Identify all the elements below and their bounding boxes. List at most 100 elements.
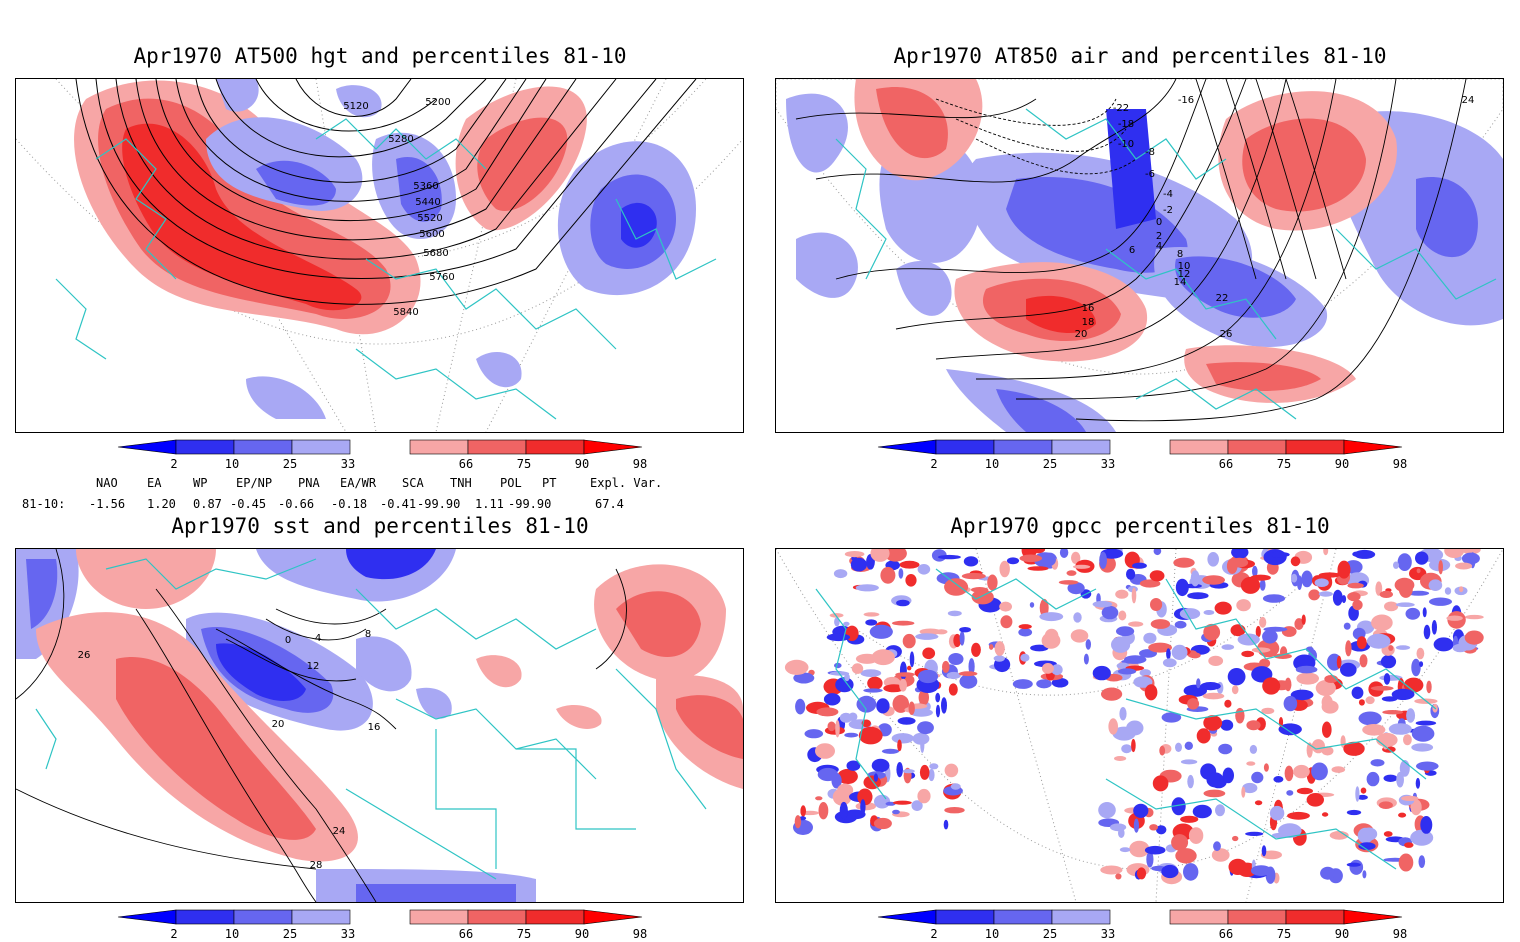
precip-anomaly-cell	[1200, 682, 1221, 691]
colorbar-tick-label: 90	[1335, 457, 1349, 471]
precip-anomaly-cell	[1101, 687, 1123, 701]
precip-anomaly-cell	[1311, 739, 1325, 754]
precip-anomaly-cell	[1296, 787, 1313, 795]
contour-label: 26	[1220, 329, 1233, 340]
precip-anomaly-cell	[1101, 605, 1119, 620]
precip-anomaly-cell	[1250, 574, 1271, 581]
colorbar-swatch	[1169, 439, 1229, 455]
precip-anomaly-cell	[1278, 723, 1302, 736]
precip-anomaly-cell	[1187, 774, 1194, 789]
precip-anomaly-cell	[1346, 862, 1361, 867]
precip-anomaly-cell	[871, 758, 890, 773]
sst-contours	[16, 549, 627, 902]
precip-anomaly-cell	[1336, 655, 1342, 669]
precip-anomaly-cell	[1131, 587, 1137, 604]
precip-anomaly-cell	[919, 628, 942, 635]
precip-anomaly-cell	[1337, 560, 1351, 579]
contour-label: 2	[1156, 231, 1162, 242]
precip-anomaly-cell	[1347, 582, 1364, 589]
precip-anomaly-cell	[1231, 549, 1249, 559]
map-air850-canvas: -22 -16 -18 -10 -8 -6 -4 -2 0 2 4 6 8 10…	[776, 79, 1503, 432]
precip-anomaly-cell	[1420, 816, 1433, 834]
precip-anomaly-cell	[1044, 628, 1059, 643]
panel-title-air850: Apr1970 AT850 air and percentiles 81-10	[893, 44, 1387, 68]
precip-anomaly-cell	[1121, 744, 1132, 754]
precip-anomaly-cell	[946, 671, 961, 680]
precip-anomaly-cell	[1360, 787, 1367, 794]
precip-anomaly-cell	[1459, 586, 1464, 593]
precip-anomaly-cell	[1020, 653, 1030, 662]
precip-anomaly-cell	[1378, 801, 1393, 809]
precip-anomaly-cell	[1308, 589, 1320, 601]
precip-anomaly-cell	[1175, 578, 1189, 597]
precip-anomaly-cell	[863, 775, 881, 790]
precip-anomaly-cell	[1190, 570, 1200, 587]
contour-label: 24	[333, 826, 346, 837]
precip-anomaly-cell	[917, 564, 931, 575]
precip-anomaly-cell	[1261, 707, 1275, 715]
contour-label: 12	[1178, 269, 1191, 280]
contour-label: -6	[1145, 169, 1155, 180]
precip-anomaly-cell	[873, 817, 892, 830]
precip-anomaly-cell	[1144, 684, 1158, 701]
precip-anomaly-cell	[835, 720, 840, 738]
precip-anomaly-cell	[1029, 602, 1035, 608]
precip-anomaly-cell	[1362, 870, 1367, 879]
colorbar-tick-label: 25	[283, 927, 297, 941]
precip-anomaly-cell	[1396, 771, 1404, 788]
precip-anomaly-cell	[1059, 549, 1069, 558]
precip-anomaly-cell	[1403, 677, 1424, 693]
precip-anomaly-cell	[892, 809, 900, 815]
precip-anomaly-cell	[1332, 589, 1343, 606]
contour-label: 28	[310, 860, 323, 871]
precip-anomaly-cell	[1273, 776, 1284, 783]
precip-anomaly-cell	[1171, 834, 1189, 851]
precip-anomaly-cell	[1175, 742, 1182, 752]
contour-label: 5600	[419, 229, 444, 240]
colorbar-swatch	[583, 439, 643, 455]
precip-anomaly-cell	[944, 578, 969, 596]
precip-anomaly-cell	[1058, 580, 1079, 585]
precip-anomaly-cell	[1196, 678, 1201, 689]
colorbar-swatch	[877, 909, 937, 925]
contour-label: 5360	[413, 181, 438, 192]
precip-anomaly-cell	[1161, 712, 1182, 723]
precip-anomaly-cell	[1354, 549, 1376, 559]
precip-anomaly-cell	[1119, 707, 1127, 721]
colorbar-tick-label: 2	[170, 927, 177, 941]
precip-anomaly-cell	[1370, 685, 1394, 691]
precip-anomaly-cell	[1401, 795, 1419, 801]
precip-anomaly-cell	[892, 694, 910, 713]
colorbar-swatch	[525, 439, 585, 455]
precip-anomaly-cell	[1262, 677, 1281, 695]
precip-anomaly-cell	[856, 695, 877, 713]
precip-anomaly-cell	[1380, 654, 1397, 669]
precip-anomaly-cell	[1241, 786, 1246, 798]
precip-anomaly-cell	[929, 763, 939, 770]
precip-anomaly-cell	[815, 796, 823, 801]
precip-anomaly-cell	[793, 672, 815, 684]
colorbar-tick-label: 90	[575, 927, 589, 941]
precip-anomaly-cell	[993, 655, 1005, 662]
precip-anomaly-cell	[1322, 721, 1332, 738]
precip-anomaly-cell	[1133, 818, 1139, 833]
colorbar-swatch	[233, 909, 293, 925]
precip-anomaly-cell	[1375, 581, 1383, 596]
precip-anomaly-cell	[855, 584, 879, 592]
index-header: Expl. Var.	[590, 476, 663, 490]
precip-anomaly-cell	[844, 551, 865, 558]
index-header: EA/WR	[340, 476, 377, 490]
colorbar-tick-label: 90	[575, 457, 589, 471]
colorbar-tick-label: 2	[930, 457, 937, 471]
index-value: -99.90	[508, 497, 552, 511]
precip-anomaly-cell	[1370, 759, 1385, 767]
precip-anomaly-cell	[839, 801, 848, 820]
precip-anomaly-cell	[1108, 718, 1118, 735]
colorbar-swatch	[993, 439, 1053, 455]
precip-anomaly-cell	[834, 662, 842, 669]
precip-anomaly-cell	[958, 671, 978, 677]
precip-anomaly-cell	[1116, 626, 1135, 637]
precip-anomaly-cell	[1240, 576, 1261, 594]
colorbar-swatch	[467, 909, 527, 925]
precip-anomaly-cell	[1416, 568, 1421, 574]
